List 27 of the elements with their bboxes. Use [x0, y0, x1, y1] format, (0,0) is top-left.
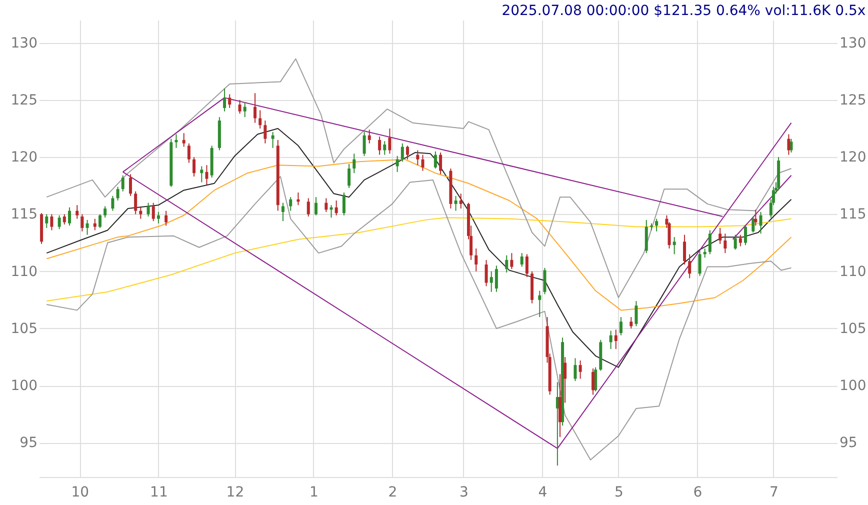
y2-tick-label: 100: [840, 378, 866, 394]
y2-tick-label: 110: [840, 264, 866, 280]
x-tick-label: 4: [538, 484, 548, 500]
y-tick-label: 110: [10, 264, 38, 280]
x-tick-label: 11: [150, 484, 168, 500]
y2-tick-label: 105: [840, 320, 866, 337]
chart-title: 2025.07.08 00:00:00 $121.35 0.64% vol:11.6K 0.5x: [502, 3, 866, 19]
x-tick-label: 3: [459, 484, 468, 500]
x-tick-label: 5: [614, 484, 624, 500]
y2-tick-label: 95: [840, 435, 858, 452]
y-tick-label: 130: [10, 35, 38, 52]
y-tick-label: 100: [10, 378, 38, 394]
y-tick-label: 125: [10, 92, 38, 108]
y-tick-label: 95: [20, 435, 38, 452]
y2-tick-label: 125: [840, 92, 866, 108]
y-tick-label: 115: [10, 206, 38, 223]
x-tick-label: 2: [388, 484, 398, 500]
y-tick-label: 105: [10, 320, 38, 337]
x-tick-label: 7: [770, 484, 778, 500]
x-tick-label: 12: [226, 484, 244, 500]
x-tick-label: 1: [310, 484, 318, 500]
y2-tick-label: 115: [840, 206, 866, 223]
y2-tick-label: 120: [840, 150, 866, 166]
x-tick-label: 10: [71, 484, 90, 500]
y-tick-label: 120: [10, 150, 38, 166]
y2-tick-label: 130: [840, 35, 866, 52]
x-tick-label: 6: [693, 484, 702, 500]
